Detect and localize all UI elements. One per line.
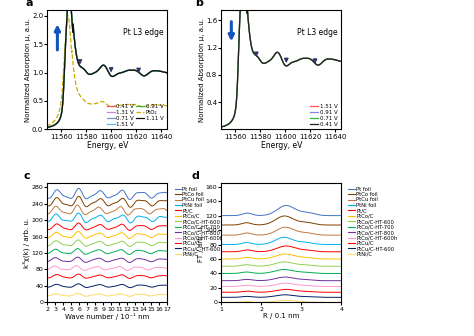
Text: d: d [191, 171, 199, 181]
Legend: 0.41 V, 1.31 V, 0.71 V, 1.51 V, 0.91 V, PtO₂, 1.11 V: 0.41 V, 1.31 V, 0.71 V, 1.51 V, 0.91 V, … [105, 102, 166, 129]
X-axis label: R / 0.1 nm: R / 0.1 nm [263, 313, 300, 319]
X-axis label: Energy, eV: Energy, eV [261, 141, 302, 150]
Legend: Pt foil, PtCo foil, PtCu foil, PtNi foil, Pt/C, PtCo/C, PtCo/C-HT-600, PtCo/C-HT: Pt foil, PtCo foil, PtCu foil, PtNi foil… [173, 184, 226, 259]
X-axis label: Wave number / 10⁻¹ nm: Wave number / 10⁻¹ nm [65, 313, 150, 320]
Legend: Pt foil, PtCo foil, PtCu foil, PtNi foil, Pt/C, PtCo/C, PtCo/C-HT-600, PtCo/C-HT: Pt foil, PtCo foil, PtCu foil, PtNi foil… [346, 184, 400, 259]
Text: c: c [23, 171, 30, 181]
Text: Pt L3 edge: Pt L3 edge [297, 28, 337, 37]
Text: b: b [195, 0, 203, 8]
Legend: 1.51 V, 0.91 V, 0.71 V, 0.41 V: 1.51 V, 0.91 V, 0.71 V, 0.41 V [308, 102, 340, 129]
X-axis label: Energy, eV: Energy, eV [87, 141, 128, 150]
Y-axis label: FT / arb. u.: FT / arb. u. [198, 224, 204, 262]
Text: a: a [26, 0, 33, 8]
Y-axis label: Normalized Absorption μ, a.u.: Normalized Absorption μ, a.u. [199, 18, 204, 122]
Y-axis label: Normalized Absorption μ, a.u.: Normalized Absorption μ, a.u. [25, 18, 31, 122]
Y-axis label: k³χ(k) / arb. u.: k³χ(k) / arb. u. [22, 218, 30, 268]
Text: Pt L3 edge: Pt L3 edge [123, 28, 164, 37]
